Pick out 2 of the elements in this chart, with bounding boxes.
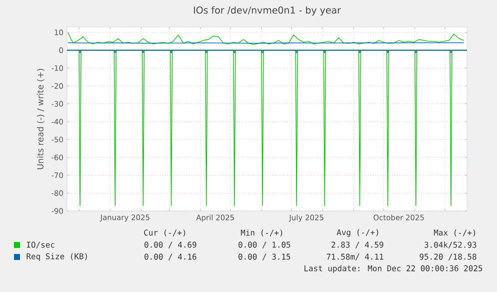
chart-title: IOs for /dev/nvme0n1 - by year	[194, 6, 341, 16]
y-axis-title: Units read (-) / write (+)	[36, 68, 44, 170]
